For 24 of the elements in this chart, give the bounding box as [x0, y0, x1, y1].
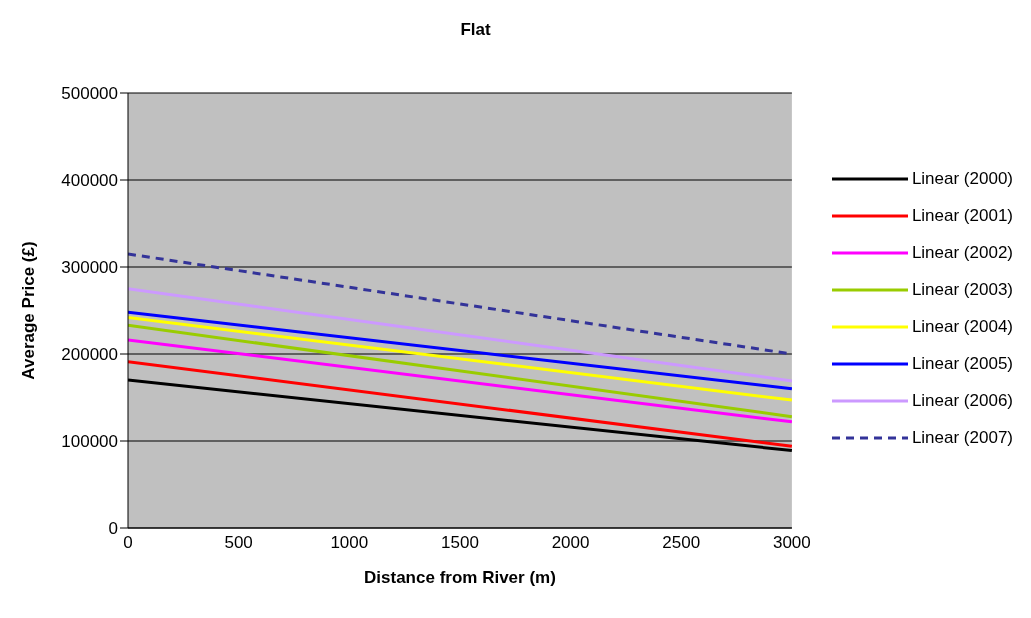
legend-label: Linear (2005) [911, 353, 1013, 374]
x-tick-label: 3000 [772, 533, 811, 553]
x-axis-title: Distance from River (m) [364, 568, 556, 587]
legend-label: Linear (2004) [911, 316, 1013, 337]
y-tick-label: 300000 [61, 258, 118, 278]
y-tick-label: 500000 [61, 84, 118, 104]
y-tick-label: 200000 [61, 345, 118, 365]
chart-title: Flat [460, 20, 491, 39]
legend-label: Linear (2000) [911, 168, 1013, 189]
legend-label: Linear (2007) [911, 427, 1013, 448]
legend-label: Linear (2003) [911, 279, 1013, 300]
x-tick-label: 2000 [551, 533, 590, 553]
x-tick-label: 500 [224, 533, 253, 553]
legend-label: Linear (2001) [911, 205, 1013, 226]
y-tick-label: 400000 [61, 171, 118, 191]
x-tick-label: 2500 [662, 533, 701, 553]
y-tick-label: 100000 [61, 432, 118, 452]
x-tick-label: 0 [123, 533, 133, 553]
y-axis-title: Average Price (£) [19, 241, 39, 380]
y-tick-label: 0 [108, 519, 118, 539]
x-tick-label: 1500 [441, 533, 479, 553]
legend-label: Linear (2002) [911, 242, 1013, 263]
legend-label: Linear (2006) [911, 390, 1013, 411]
x-tick-label: 1000 [330, 533, 369, 553]
